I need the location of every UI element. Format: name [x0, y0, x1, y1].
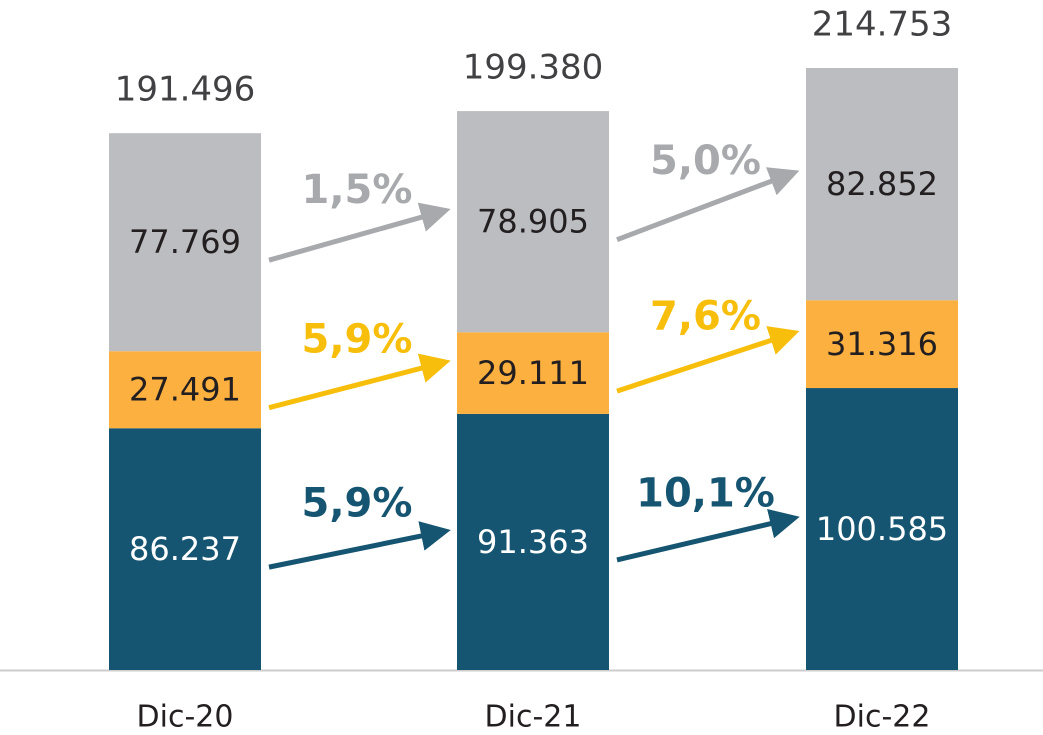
growth-label: 10,1% — [636, 470, 775, 516]
growth-label: 5,9% — [302, 481, 413, 527]
x-tick-label: Dic-20 — [137, 700, 234, 735]
bar-segment — [806, 300, 958, 389]
growth-label: 1,5% — [302, 167, 413, 213]
x-tick-label: Dic-22 — [834, 700, 931, 735]
bar-segment — [457, 111, 609, 333]
value-label: 29.111 — [477, 354, 589, 392]
growth-arrow — [616, 167, 800, 243]
value-label: 82.852 — [826, 165, 938, 203]
value-label: 77.769 — [129, 223, 241, 261]
bar-segment — [109, 428, 261, 670]
bar-segment — [457, 413, 609, 670]
growth-label: 7,6% — [650, 294, 761, 340]
value-label: 31.316 — [826, 325, 938, 363]
growth-arrow — [268, 521, 451, 570]
growth-arrow — [268, 202, 451, 263]
bar-segment — [806, 388, 958, 670]
bar-segment — [457, 332, 609, 414]
value-label: 86.237 — [129, 530, 241, 568]
bar-segment — [806, 68, 958, 301]
bar-segment — [109, 351, 261, 429]
value-label: 78.905 — [477, 203, 589, 241]
growth-arrow — [268, 353, 451, 411]
bar-segment — [109, 133, 261, 352]
growth-arrow — [616, 509, 800, 563]
value-label: 91.363 — [477, 523, 589, 561]
growth-arrow — [616, 326, 800, 394]
growth-label: 5,0% — [650, 138, 761, 184]
value-label: 27.491 — [129, 371, 241, 409]
x-tick-label: Dic-21 — [485, 700, 582, 735]
total-label: 214.753 — [812, 5, 953, 45]
growth-label: 5,9% — [302, 316, 413, 362]
total-label: 191.496 — [115, 70, 256, 110]
value-label: 100.585 — [816, 510, 948, 548]
total-label: 199.380 — [463, 48, 604, 88]
